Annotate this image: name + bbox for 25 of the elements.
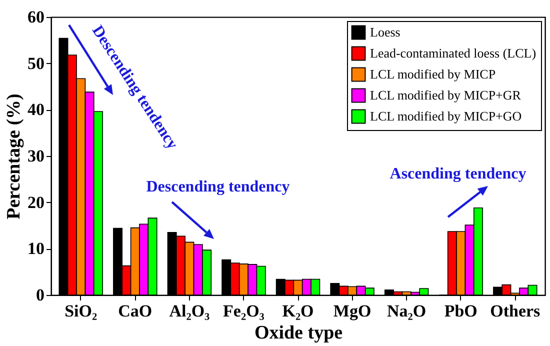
y-tick-label: 10 (28, 239, 44, 258)
y-tick-label: 40 (28, 100, 44, 120)
y-axis-title: Percentage (%) (4, 94, 24, 220)
legend-label: LCL modified by MICP+GR (370, 88, 522, 102)
x-axis-title: Oxide type (254, 322, 343, 344)
y-tick-label: 20 (28, 192, 44, 212)
x-tick-label: Na₂O (387, 302, 426, 320)
legend-label: Lead-contaminated loess (LCL) (370, 46, 536, 60)
annotation: Descending tendency (146, 178, 290, 196)
y-tick-label: 30 (28, 146, 44, 166)
x-tick-label: K₂O (282, 302, 314, 320)
annotation: Ascending tendency (390, 166, 526, 183)
x-tick-label: SiO₂ (64, 302, 98, 320)
legend-label: LCL modified by MICP+GO (370, 108, 522, 124)
y-tick-label: 0 (36, 286, 44, 304)
x-tick-label: PbO (444, 302, 478, 320)
x-tick-label: Al₂O₃ (169, 302, 210, 320)
x-tick-label: MgO (333, 302, 372, 320)
legend-label: Loess (370, 24, 400, 40)
y-tick-label: 50 (28, 54, 44, 73)
y-tick-label: 60 (28, 8, 44, 26)
x-tick-label: CaO (118, 302, 152, 320)
x-tick-label: Fe₂O₃ (223, 302, 264, 320)
legend-label: LCL modified by MICP (370, 66, 496, 82)
x-tick-label: Others (490, 302, 541, 320)
